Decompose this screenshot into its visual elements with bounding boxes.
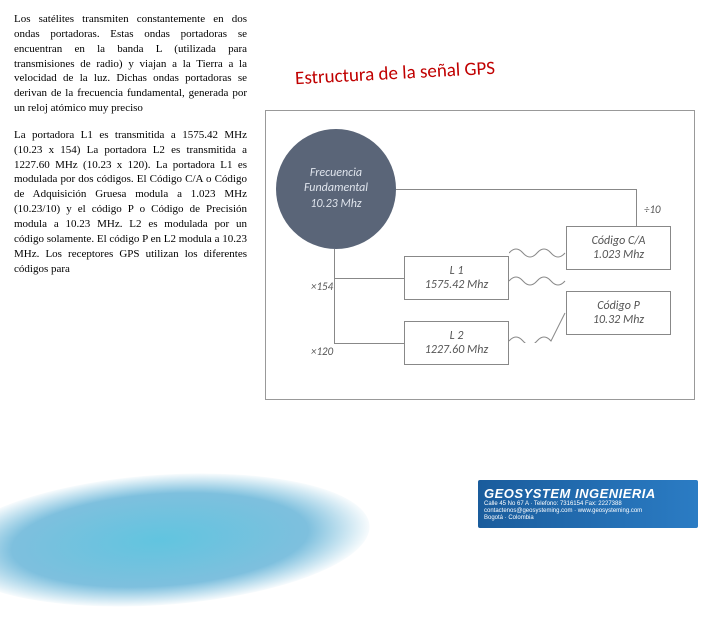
carrier-l2-box: L 2 1227.60 Mhz (404, 321, 509, 365)
page-root: Los satélites transmiten constantemente … (0, 0, 720, 540)
wave-connector (509, 303, 566, 343)
code-ca-box: Código C/A 1.023 Mhz (566, 226, 671, 270)
multiplier-154: ×154 (311, 280, 333, 293)
multiplier-120: ×120 (311, 345, 333, 358)
connector (636, 189, 637, 226)
divider-10: ÷10 (644, 203, 661, 216)
l2-name: L 2 (450, 329, 464, 343)
l1-value: 1575.42 Mhz (425, 278, 488, 292)
body-text-column: Los satélites transmiten constantemente … (0, 0, 255, 540)
brand-contact: contactenos@geosysteming.com · www.geosy… (484, 508, 692, 515)
l1-name: L 1 (450, 264, 464, 278)
connector (334, 343, 404, 344)
p-name: Código P (597, 299, 640, 313)
gps-signal-diagram: Frecuencia Fundamental 10.23 Mhz ×154 ×1… (265, 110, 695, 400)
brand-city: Bogotá · Colombia (484, 515, 692, 522)
brand-name: GEOSYSTEM INGENIERIA (484, 486, 692, 501)
p-value: 10.32 Mhz (593, 313, 644, 327)
freq-label-2: Fundamental (304, 181, 368, 197)
freq-label-3: 10.23 Mhz (310, 197, 361, 213)
connector (396, 189, 636, 190)
figure-column: Estructura de la señal GPS Frecuencia Fu… (255, 0, 720, 540)
wave-connector (509, 271, 566, 291)
paragraph-2: La portadora L1 es transmitida a 1575.42… (14, 128, 247, 276)
carrier-l1-box: L 1 1575.42 Mhz (404, 256, 509, 300)
figure-title: Estructura de la señal GPS (295, 57, 496, 90)
paragraph-1: Los satélites transmiten constantemente … (14, 12, 247, 116)
freq-label-1: Frecuencia (310, 166, 362, 182)
wave-connector (509, 243, 566, 263)
ca-name: Código C/A (592, 234, 646, 248)
ca-value: 1.023 Mhz (593, 248, 644, 262)
company-logo: GEOSYSTEM INGENIERIA Calle 45 No 67 A · … (478, 480, 698, 528)
connector (334, 278, 404, 279)
fundamental-frequency-node: Frecuencia Fundamental 10.23 Mhz (276, 129, 396, 249)
code-p-box: Código P 10.32 Mhz (566, 291, 671, 335)
brand-address: Calle 45 No 67 A · Telefono: 7316154 Fax… (484, 501, 692, 508)
connector (334, 249, 335, 344)
l2-value: 1227.60 Mhz (425, 343, 488, 357)
